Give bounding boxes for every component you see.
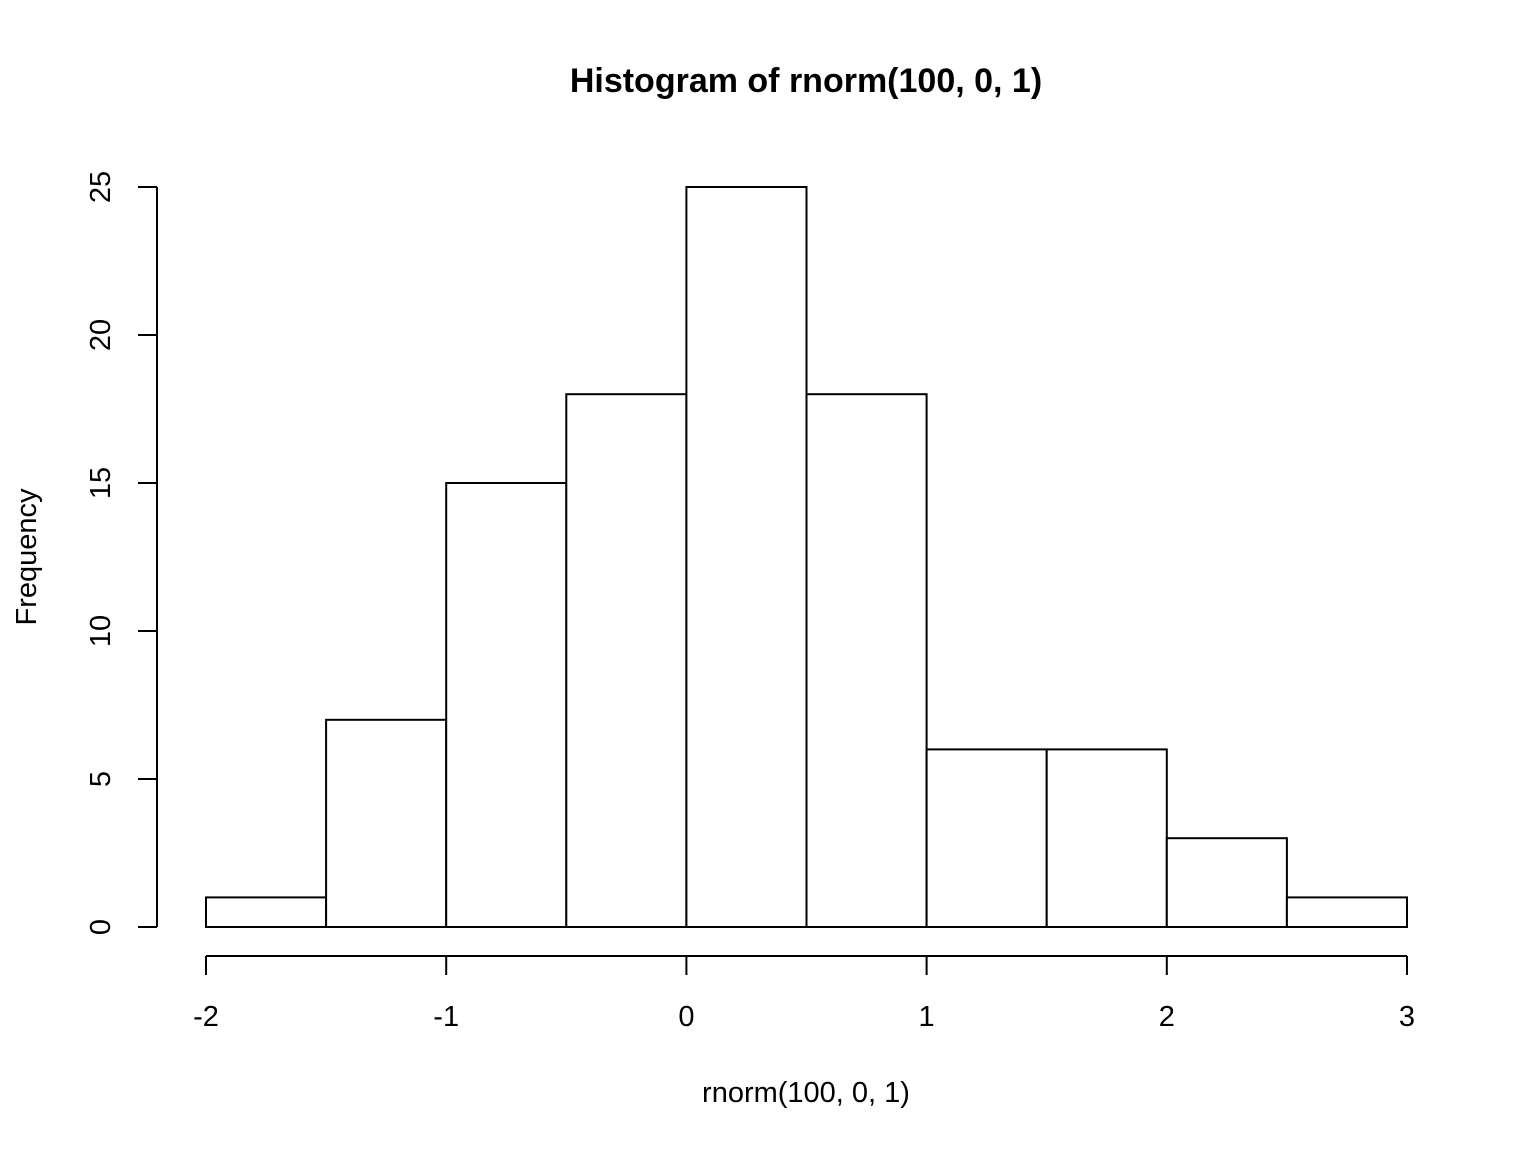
histogram-bar xyxy=(925,748,1048,929)
chart-title: Histogram of rnorm(100, 0, 1) xyxy=(570,62,1042,100)
histogram-bar xyxy=(205,896,328,929)
histogram-bar xyxy=(1045,748,1168,929)
bars-group xyxy=(205,186,1409,929)
x-tick-label: 3 xyxy=(1399,1001,1415,1033)
histogram-bar xyxy=(1285,896,1409,929)
histogram-bar xyxy=(685,186,808,928)
y-axis: 0 5 10 15 20 25 xyxy=(85,171,158,935)
histogram-bar xyxy=(445,482,568,928)
x-tick-label: 0 xyxy=(678,1001,694,1033)
y-tick-label: 15 xyxy=(85,467,117,499)
histogram-bar xyxy=(565,393,688,928)
x-tick-label: 1 xyxy=(919,1001,935,1033)
y-tick-label: 25 xyxy=(85,171,117,203)
y-tick-label: 5 xyxy=(85,771,117,787)
x-axis-label: rnorm(100, 0, 1) xyxy=(702,1077,910,1109)
histogram-bar xyxy=(1165,837,1288,929)
x-axis: -2 -1 0 1 2 3 xyxy=(193,955,1415,1033)
x-tick-label: 2 xyxy=(1159,1001,1175,1033)
y-tick-label: 0 xyxy=(85,919,117,935)
x-tick-label: -2 xyxy=(193,1001,219,1033)
y-tick-label: 20 xyxy=(85,319,117,351)
y-axis-label: Frequency xyxy=(11,488,43,626)
y-tick-label: 10 xyxy=(85,615,117,647)
x-tick-label: -1 xyxy=(433,1001,459,1033)
histogram-bar xyxy=(805,393,928,928)
histogram-bar xyxy=(325,718,448,928)
